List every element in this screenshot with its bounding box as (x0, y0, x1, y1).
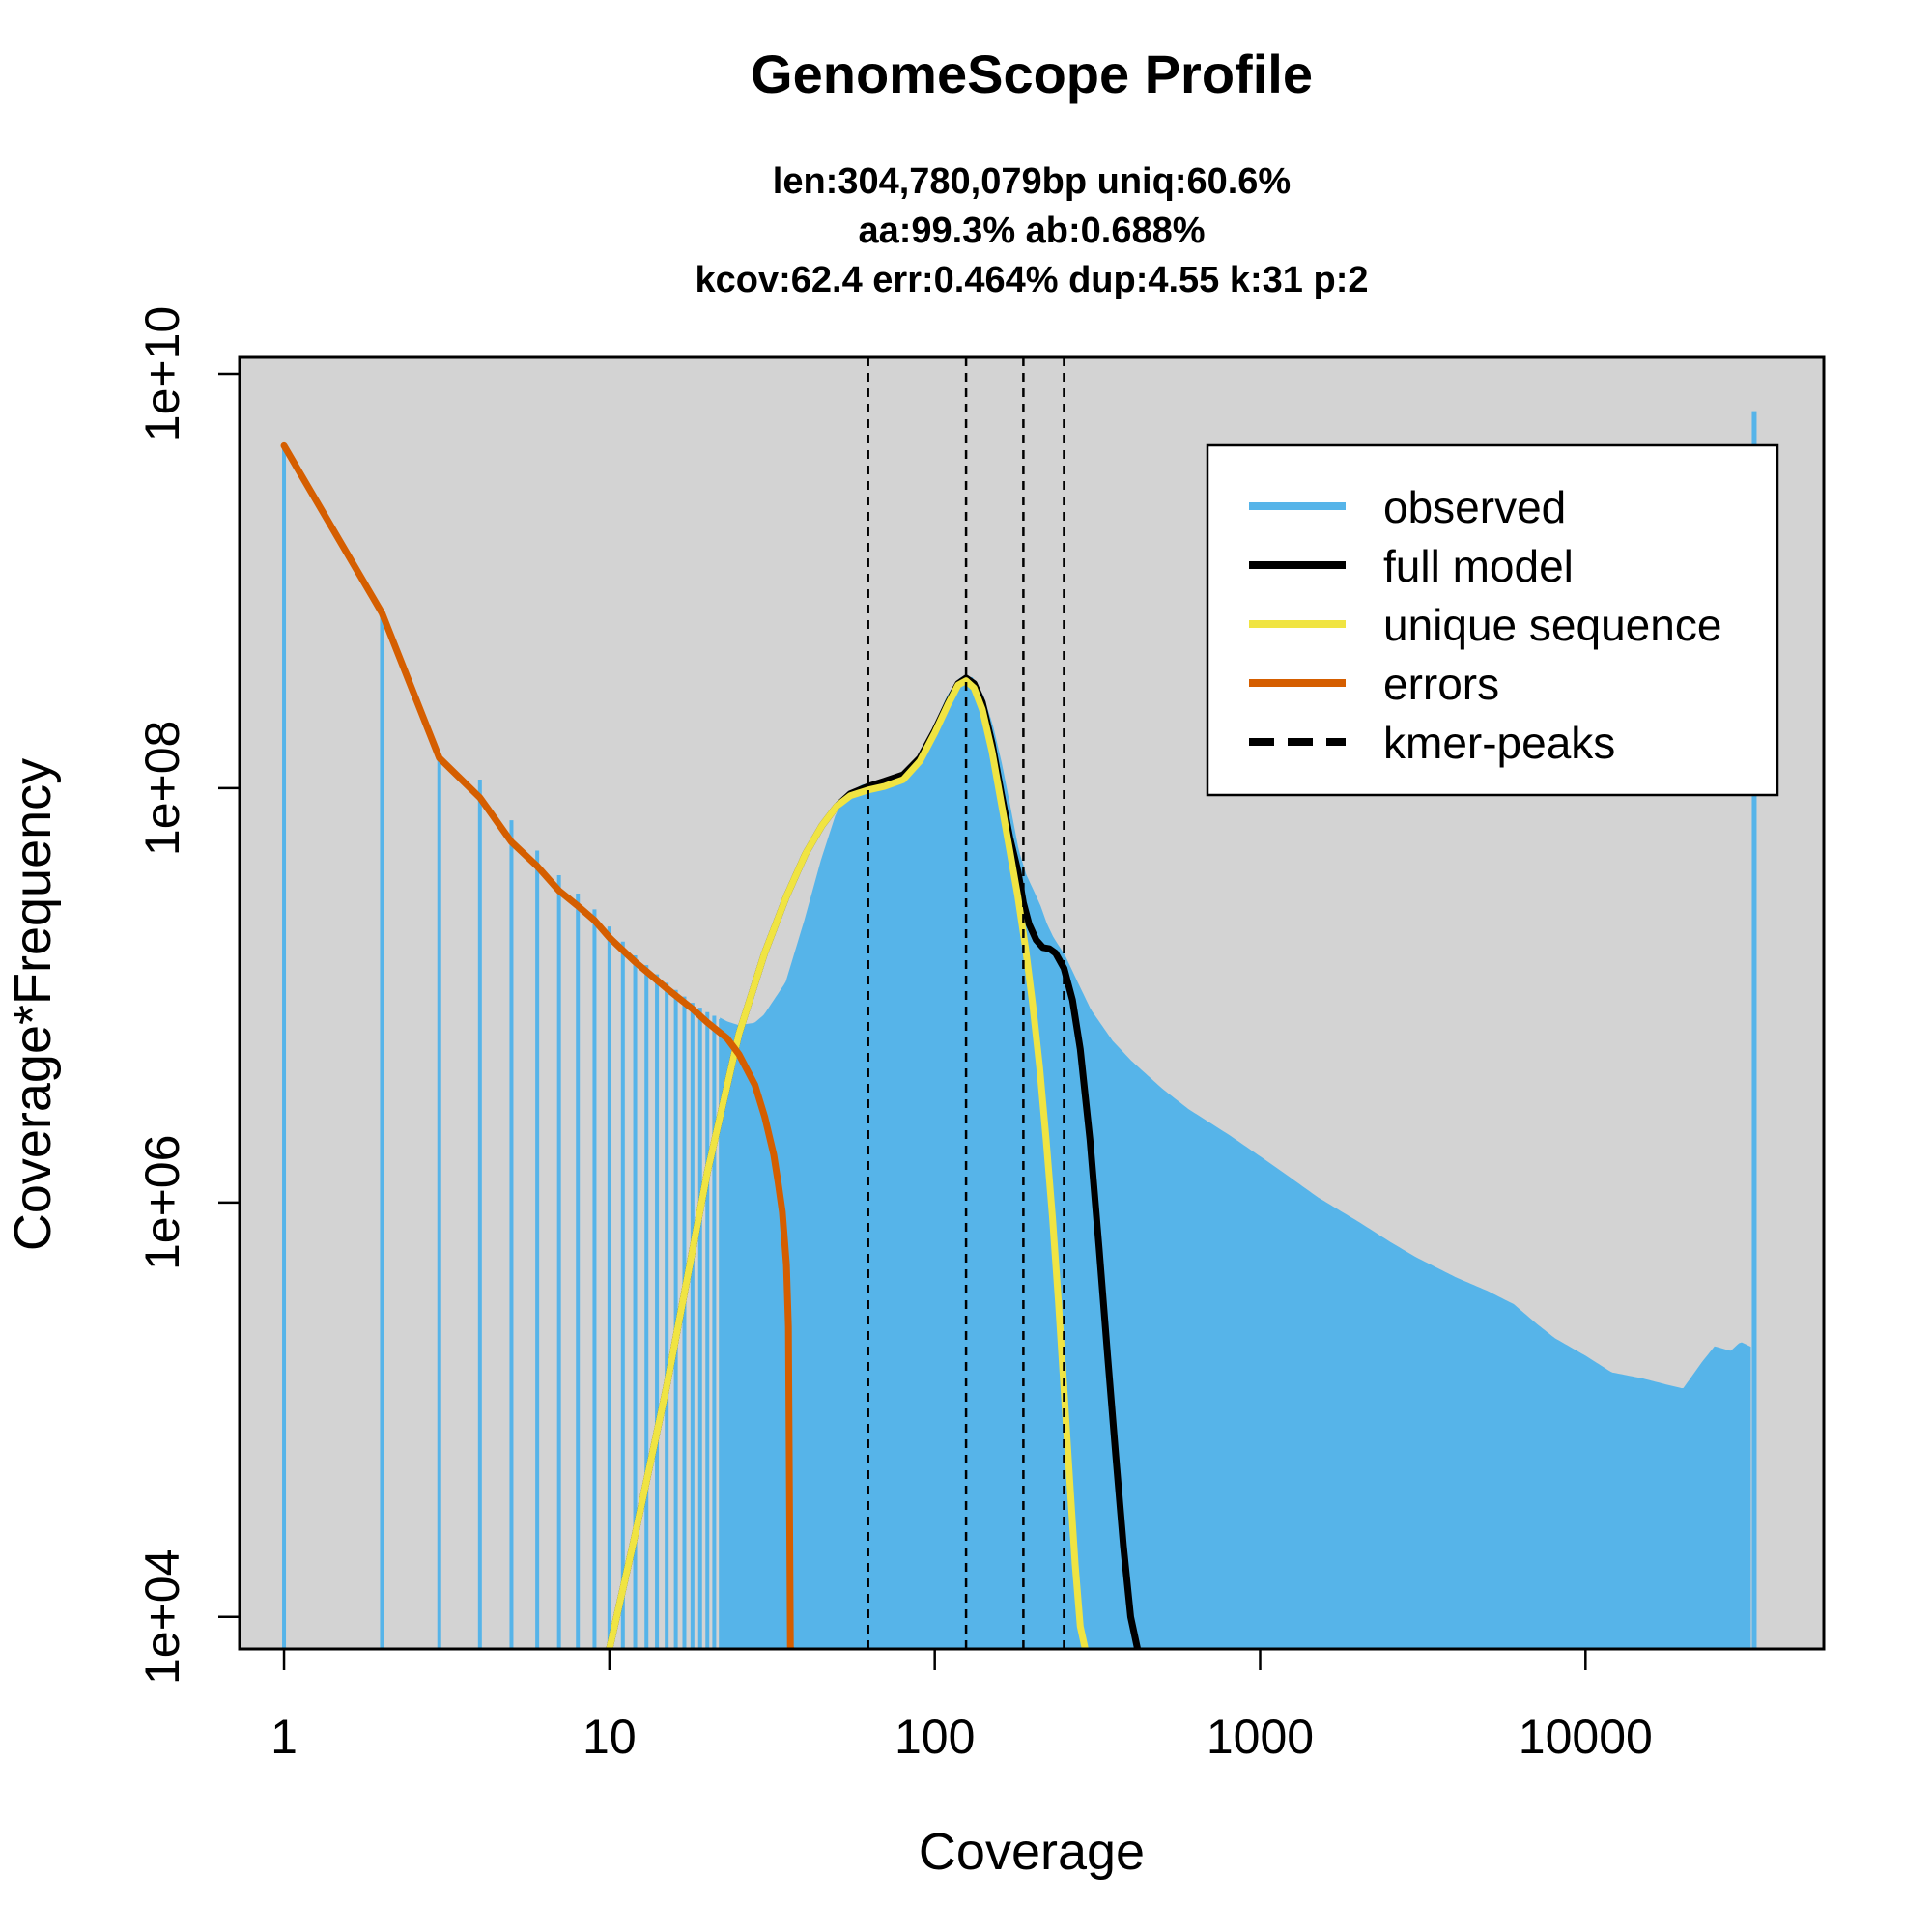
plot-frame (238, 355, 1826, 1651)
x-axis-label: Coverage (919, 1823, 1145, 1881)
observed-spikes (282, 445, 724, 1649)
y-tick-label-1: 1e+06 (135, 1135, 189, 1270)
y-tick-label-0: 1e+04 (135, 1549, 189, 1685)
legend-label-4: kmer-peaks (1383, 718, 1615, 768)
legend-label-1: full model (1383, 541, 1574, 591)
y-axis: 1e+04 1e+06 1e+08 1e+10 (135, 306, 240, 1685)
y-tick-label-2: 1e+08 (135, 721, 189, 856)
y-axis-label: Coverage*Frequency (4, 758, 62, 1251)
legend-label-2: unique sequence (1383, 600, 1721, 650)
errors-line (280, 441, 795, 1649)
plot-content (280, 357, 1757, 1649)
chart-title: GenomeScope Profile (751, 43, 1313, 104)
x-tick-label-2: 100 (895, 1710, 975, 1764)
y-tick-label-3: 1e+10 (135, 306, 189, 441)
legend-label-0: observed (1383, 482, 1566, 532)
x-tick-label-1: 10 (582, 1710, 637, 1764)
legend-label-3: errors (1383, 659, 1499, 709)
subtitle-line-2: aa:99.3% ab:0.688% (858, 211, 1205, 251)
x-tick-label-3: 1000 (1207, 1710, 1314, 1764)
x-axis: 1 10 100 1000 10000 (270, 1649, 1653, 1764)
unique-sequence-line (606, 677, 1089, 1649)
x-tick-label-4: 10000 (1519, 1710, 1653, 1764)
x-tick-label-0: 1 (270, 1710, 298, 1764)
legend: observed full model unique sequence errors k… (1206, 443, 1779, 797)
plot-series-group (280, 357, 1757, 1649)
subtitle-line-1: len:304,780,079bp uniq:60.6% (773, 161, 1291, 202)
subtitle-line-3: kcov:62.4 err:0.464% dup:4.55 k:31 p:2 (695, 260, 1368, 300)
